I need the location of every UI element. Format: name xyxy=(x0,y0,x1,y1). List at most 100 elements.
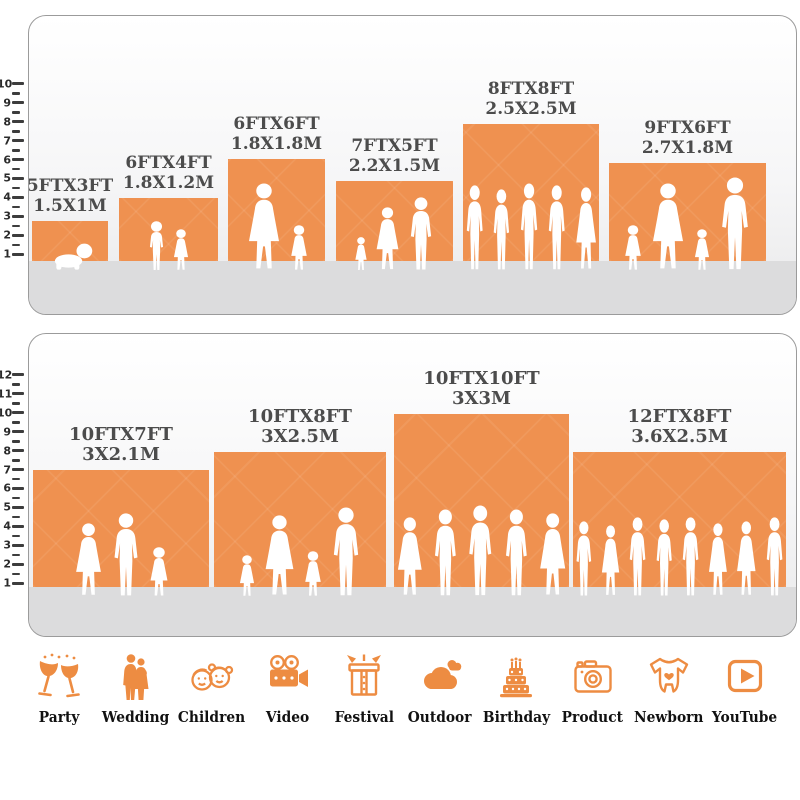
backdrop-size-label: 7FTX5FT 2.2X1.5M xyxy=(349,136,440,176)
backdrop-silhouettes xyxy=(214,507,386,597)
backdrop-silhouettes xyxy=(609,177,766,271)
silhouette-man-icon xyxy=(490,189,513,271)
backdrop-size-ft: 10FTX8FT xyxy=(248,406,352,427)
silhouette-woman-icon xyxy=(734,521,759,597)
backdrop-size-m: 3X2.5M xyxy=(261,426,339,447)
festival-icon xyxy=(340,652,388,700)
category-item-youtube: YouTube xyxy=(712,652,778,726)
ruler-half-tick xyxy=(12,111,20,114)
ruler-half-tick xyxy=(12,243,20,247)
backdrop-size-m: 1.5X1M xyxy=(33,196,107,216)
silhouette-girl-icon xyxy=(692,229,712,271)
backdrop-size-ft: 6FTX6FT xyxy=(233,114,320,134)
silhouette-woman-icon xyxy=(261,515,298,597)
ruler-tick-number: 10 xyxy=(0,406,13,420)
ruler-half-tick xyxy=(12,496,20,500)
backdrop-size-label: 9FTX6FT 2.7X1.8M xyxy=(642,118,733,158)
silhouette-girl-icon xyxy=(237,555,257,597)
product-icon xyxy=(569,652,617,700)
category-label: Children xyxy=(177,708,246,726)
youtube-icon xyxy=(721,652,769,700)
ruler-tick xyxy=(12,158,24,162)
category-item-newborn: Newborn xyxy=(634,652,704,726)
ruler-half-tick xyxy=(12,572,20,576)
ruler-half-tick xyxy=(12,149,20,152)
silhouette-man-icon xyxy=(573,521,595,597)
ruler-tick xyxy=(12,486,24,490)
outdoor-icon xyxy=(416,652,464,700)
ruler-tick-number: 8 xyxy=(3,444,11,458)
ruler-tick xyxy=(12,411,24,415)
party-icon xyxy=(35,652,83,700)
video-icon xyxy=(264,652,312,700)
ruler-tick xyxy=(12,392,24,396)
ruler-half-tick xyxy=(12,92,20,95)
panel-floor xyxy=(29,587,796,636)
ruler-tick-number: 1 xyxy=(3,576,11,590)
silhouette-girl-icon xyxy=(353,237,369,271)
backdrop-size-ft: 5FTX3FT xyxy=(28,176,114,196)
silhouette-man-icon xyxy=(545,185,568,271)
ruler-tick xyxy=(12,252,24,256)
category-label: Birthday xyxy=(482,708,550,726)
panel-floor xyxy=(29,261,796,314)
silhouette-girl-icon xyxy=(622,225,644,271)
category-label: Product xyxy=(561,708,624,726)
backdrop-size-label: 6FTX4FT 1.8X1.2M xyxy=(123,153,214,193)
ruler-tick-number: 9 xyxy=(3,425,11,439)
ruler-half-tick xyxy=(12,553,20,557)
ruler-tick xyxy=(12,233,24,237)
silhouette-woman-icon xyxy=(536,513,569,597)
ruler-half-tick xyxy=(12,440,20,443)
silhouette-man-icon xyxy=(716,177,754,271)
silhouette-man-icon xyxy=(679,517,702,597)
silhouette-man-icon xyxy=(463,185,486,271)
backdrop-silhouettes xyxy=(573,517,786,597)
ruler-tick-number: 5 xyxy=(3,171,11,185)
ruler-tick xyxy=(12,373,24,377)
ruler-half-tick xyxy=(12,421,20,424)
backdrop-size-m: 2.5X2.5M xyxy=(485,99,577,119)
silhouette-man-icon xyxy=(109,513,143,597)
ruler-half-tick xyxy=(12,534,20,538)
backdrop-rect xyxy=(228,159,325,261)
backdrop-size-ft: 8FTX8FT xyxy=(487,79,575,99)
ruler-tick-number: 4 xyxy=(3,190,11,204)
silhouette-woman-icon xyxy=(706,523,730,597)
backdrop-panel-medium: 10FTX7FT 3X2.1M 10FTX8FT 3X2.5M 10FTX10FT 3X3… xyxy=(28,333,797,637)
ruler-tick-number: 5 xyxy=(3,500,11,514)
backdrop-silhouettes xyxy=(119,221,218,271)
category-item-outdoor: Outdoor xyxy=(407,652,473,726)
backdrop-size-label: 10FTX8FT 3X2.5M xyxy=(248,407,352,447)
ruler-tick xyxy=(12,214,24,218)
backdrop-silhouettes xyxy=(463,183,599,271)
ruler-tick xyxy=(12,176,24,180)
ruler-tick xyxy=(12,82,24,86)
backdrop-size-ft: 7FTX5FT xyxy=(351,136,438,156)
category-row: Party Wedding Children Video Festival Outdoor… xyxy=(26,652,778,726)
ruler-tick-number: 10 xyxy=(0,77,13,91)
category-label: Newborn xyxy=(634,708,704,726)
silhouette-girl-icon xyxy=(288,225,310,271)
ruler-tick xyxy=(12,195,24,199)
backdrop-size-m: 1.8X1.8M xyxy=(230,134,323,154)
ruler-tick xyxy=(12,581,24,585)
backdrop-size-label: 10FTX10FT 3X3M xyxy=(423,369,539,409)
ruler-half-tick xyxy=(12,205,20,209)
silhouette-man-icon xyxy=(653,519,675,597)
backdrop-silhouettes xyxy=(336,197,453,271)
children-icon xyxy=(187,652,235,700)
category-label: Video xyxy=(265,708,310,726)
ruler-tick xyxy=(12,562,24,566)
ruler-tick-number: 11 xyxy=(0,387,13,401)
ruler-half-tick xyxy=(12,477,20,481)
backdrop-size-ft: 10FTX7FT xyxy=(69,424,173,445)
category-label: Party xyxy=(38,708,80,726)
silhouette-man-icon xyxy=(626,517,649,597)
silhouette-woman-icon xyxy=(244,183,284,271)
category-item-party: Party xyxy=(26,652,92,726)
ruler-tick-number: 9 xyxy=(3,96,11,110)
silhouette-boy-icon xyxy=(146,221,167,271)
ruler-tick-number: 7 xyxy=(3,134,11,148)
